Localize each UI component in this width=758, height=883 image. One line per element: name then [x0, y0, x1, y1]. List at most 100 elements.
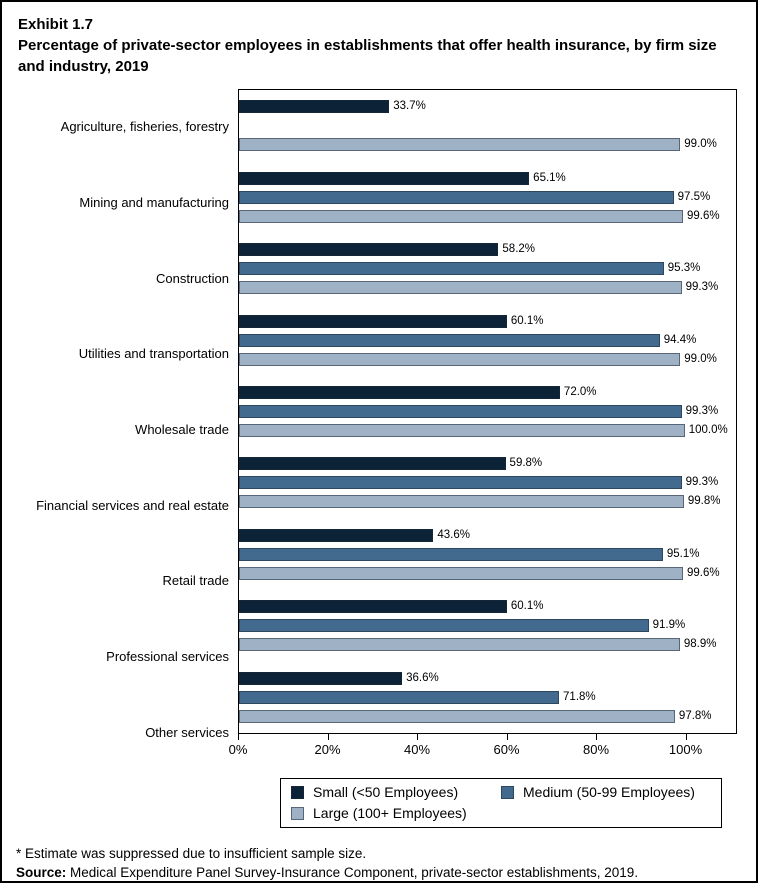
bar-large — [239, 566, 683, 580]
bar-medium — [239, 404, 682, 418]
bar-slot-large: 99.0% — [239, 138, 736, 152]
x-axis-tick-label: 80% — [583, 742, 610, 757]
source-footnote: Source: Medical Expenditure Panel Survey… — [16, 863, 742, 881]
bar-slot-medium: 95.1% — [239, 547, 736, 561]
bar-value-label: 91.9% — [652, 619, 686, 632]
plot-area: 33.7% 99.0% 65.1% 97.5% 99.6% 58.2% 95.3% 99.3%… — [238, 89, 737, 734]
suppression-footnote: * Estimate was suppressed due to insuffi… — [16, 846, 367, 861]
bar-small — [239, 314, 507, 328]
bar-medium — [239, 690, 560, 704]
bar-value-label: 99.6% — [686, 209, 720, 222]
bar-slot-medium: 99.3% — [239, 476, 736, 490]
bar-small — [239, 385, 560, 399]
bar-slot-small: 36.6% — [239, 671, 736, 685]
bar-value-label: 60.1% — [510, 314, 544, 327]
category-label: Agriculture, fisheries, forestry — [60, 119, 229, 135]
bar-small — [239, 243, 499, 257]
category-axis: Agriculture, fisheries, forestry Mining a… — [12, 89, 238, 770]
chart-title-block: Exhibit 1.7 Percentage of private-sector… — [2, 2, 756, 77]
legend-item-large: Large (100+ Employees) — [291, 804, 501, 823]
x-axis-tick — [327, 734, 329, 740]
bar-group: 72.0% 99.3% 100.0% — [239, 376, 736, 447]
bar-value-label: 43.6% — [437, 528, 470, 541]
x-axis-tick — [596, 734, 598, 740]
bar-value-label: 97.8% — [678, 709, 712, 722]
source-text: Medical Expenditure Panel Survey-Insuran… — [66, 865, 639, 880]
bar-value-label: 99.0% — [684, 352, 717, 365]
x-axis-tick-label: 0% — [228, 742, 248, 757]
bar-small — [239, 100, 390, 114]
bar-small — [239, 600, 507, 614]
legend: Small (<50 Employees) Medium (50-99 Emplo… — [280, 778, 722, 828]
legend-marker-small — [291, 786, 304, 799]
bar-large — [239, 638, 680, 652]
bar-chart: Agriculture, fisheries, forestry Mining a… — [2, 89, 756, 770]
bar-value-label: 72.0% — [563, 385, 597, 398]
legend-row: Small (<50 Employees) Medium (50-99 Emplo… — [2, 778, 756, 828]
legend-label: Medium (50-99 Employees) — [523, 784, 695, 800]
bar-value-label: 99.3% — [685, 476, 719, 489]
category-label: Construction — [156, 270, 229, 286]
bar-group: 65.1% 97.5% 99.6% — [239, 161, 736, 232]
bar-group: 60.1% 94.4% 99.0% — [239, 304, 736, 375]
bar-group: 33.7% 99.0% — [239, 90, 736, 161]
x-axis-tick — [506, 734, 508, 740]
bar-slot-small: 60.1% — [239, 314, 736, 328]
bar-slot-medium — [239, 119, 736, 132]
bar-small — [239, 457, 506, 471]
bar-value-label: 95.3% — [667, 262, 701, 275]
bar-value-label: 95.1% — [666, 547, 700, 560]
bar-slot-large: 99.0% — [239, 352, 736, 366]
bar-slot-medium: 71.8% — [239, 690, 736, 704]
legend-label: Small (<50 Employees) — [313, 784, 459, 800]
bar-large — [239, 209, 683, 223]
bar-large — [239, 709, 675, 723]
x-axis: 0% 20% 40% 60% 80% 100% — [229, 734, 737, 770]
bar-medium — [239, 476, 682, 490]
x-axis-tick — [685, 734, 687, 740]
category-label: Financial services and real estate — [36, 497, 229, 513]
bar-value-label: 99.3% — [685, 404, 719, 417]
bar-slot-medium: 91.9% — [239, 619, 736, 633]
bar-slot-small: 60.1% — [239, 600, 736, 614]
bar-value-label: 71.8% — [563, 690, 596, 703]
category-label: Utilities and transportation — [78, 346, 229, 362]
legend-marker-medium — [501, 786, 514, 799]
bar-value-label: 99.8% — [687, 495, 721, 508]
bar-large — [239, 495, 684, 509]
bar-slot-medium: 94.4% — [239, 333, 736, 347]
x-axis-tick-label: 20% — [314, 742, 341, 757]
bar-slot-medium: 99.3% — [239, 404, 736, 418]
bar-value-label: 65.1% — [533, 171, 566, 184]
legend-label: Large (100+ Employees) — [313, 805, 467, 821]
bar-value-label: 36.6% — [406, 671, 439, 684]
bar-slot-small: 58.2% — [239, 243, 736, 257]
bar-slot-small: 59.8% — [239, 457, 736, 471]
bar-large — [239, 423, 685, 437]
bar-large — [239, 352, 681, 366]
bar-slot-small: 65.1% — [239, 171, 736, 185]
bar-value-label: 99.6% — [686, 566, 720, 579]
bar-value-label: 100.0% — [688, 423, 728, 436]
bar-slot-large: 99.3% — [239, 281, 736, 295]
category-label: Retail trade — [162, 573, 229, 589]
footnotes: * Estimate was suppressed due to insuffi… — [16, 844, 742, 881]
bar-group: 43.6% 95.1% 99.6% — [239, 519, 736, 590]
bar-value-label: 98.9% — [683, 638, 717, 651]
bar-large — [239, 138, 681, 152]
bar-value-label: 99.0% — [684, 138, 717, 151]
bar-medium — [239, 619, 649, 633]
legend-item-small: Small (<50 Employees) — [291, 783, 501, 802]
bar-large — [239, 281, 682, 295]
bar-group: 60.1% 91.9% 98.9% — [239, 590, 736, 661]
bar-value-label: 97.5% — [677, 190, 711, 203]
bar-slot-large: 99.6% — [239, 209, 736, 223]
bar-slot-small: 33.7% — [239, 100, 736, 114]
bar-value-label: 60.1% — [510, 600, 544, 613]
bar-slot-large: 100.0% — [239, 423, 736, 437]
x-axis-tick — [417, 734, 418, 740]
source-label: Source: — [16, 865, 67, 880]
x-axis-tick — [238, 734, 239, 740]
bar-group: 36.6% 71.8% 97.8% — [239, 662, 736, 733]
category-label: Wholesale trade — [135, 422, 229, 438]
